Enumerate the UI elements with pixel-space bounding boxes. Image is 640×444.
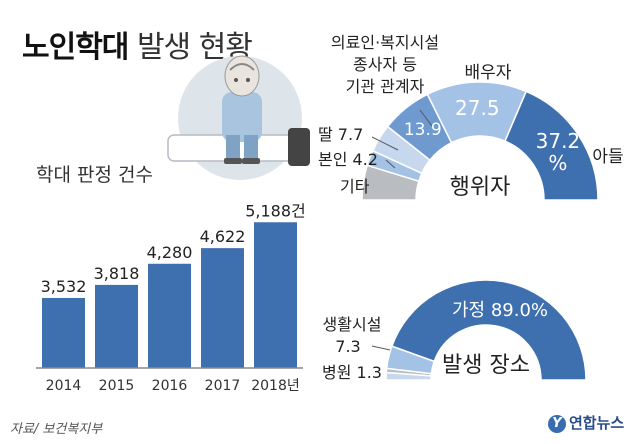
x-tick-label: 2016	[152, 378, 188, 394]
place-center-label: 발생 장소	[442, 353, 530, 378]
actor-slice-아들	[504, 90, 599, 201]
actor-center-label: 행위자	[450, 175, 511, 200]
bar-2014	[42, 297, 85, 368]
bar-value-label: 4,280	[147, 243, 193, 262]
slice-label-institution: 기관 관계자	[346, 77, 425, 96]
slice-value-label: 7.3	[335, 337, 360, 356]
bar-2018년	[254, 222, 297, 368]
slice-value-unit: %	[548, 151, 567, 175]
bar-value-label: 3,532	[41, 277, 87, 296]
bar-2015	[95, 284, 138, 368]
place-slice-가정	[390, 279, 587, 381]
slice-label-hospital: 병원 1.3	[322, 363, 382, 382]
page-title: 노인학대 발생 현황	[22, 22, 253, 66]
bar-value-label: 4,622	[200, 227, 246, 246]
callout-line	[371, 136, 399, 151]
slice-value-label: 가정 89.0%	[452, 300, 548, 321]
logo-icon: Y	[548, 414, 566, 433]
x-tick-label: 2014	[46, 378, 82, 394]
slice-label-spouse: 배우자	[465, 63, 512, 83]
title-bold: 노인학대	[22, 30, 129, 65]
slice-value-label: 13.9	[404, 120, 442, 140]
slice-value-label: 37.2	[536, 129, 581, 153]
x-tick-label: 2015	[99, 378, 135, 394]
slice-label-self: 본인 4.2	[318, 150, 378, 169]
slice-label-facility: 생활시설	[323, 315, 382, 334]
source-note: 자료/ 보건복지부	[10, 422, 103, 437]
callout-line	[419, 109, 433, 127]
slice-label-daughter: 딸 7.7	[318, 125, 363, 144]
logo-text: 연합뉴스	[569, 414, 625, 432]
bar-chart-title: 학대 판정 건수	[36, 164, 153, 186]
callout-line	[385, 159, 396, 169]
slice-value-label: 27.5	[455, 96, 500, 120]
x-tick-label: 2017	[205, 378, 241, 394]
x-tick-label: 2018년	[251, 378, 300, 394]
bar-value-label: 5,188건	[245, 201, 306, 220]
bar-2017	[201, 248, 244, 368]
elderly-person-illustration	[167, 55, 310, 180]
callout-line	[371, 345, 391, 351]
slice-label-other: 기타	[340, 177, 370, 196]
bar-2016	[148, 263, 191, 368]
agency-logo: Y 연합뉴스	[548, 412, 624, 433]
bar-value-label: 3,818	[94, 264, 140, 283]
slice-label-institution: 종사자 등	[353, 55, 417, 74]
slice-label-son: 아들	[592, 147, 623, 167]
slice-label-institution: 의료인·복지시설	[331, 33, 439, 52]
